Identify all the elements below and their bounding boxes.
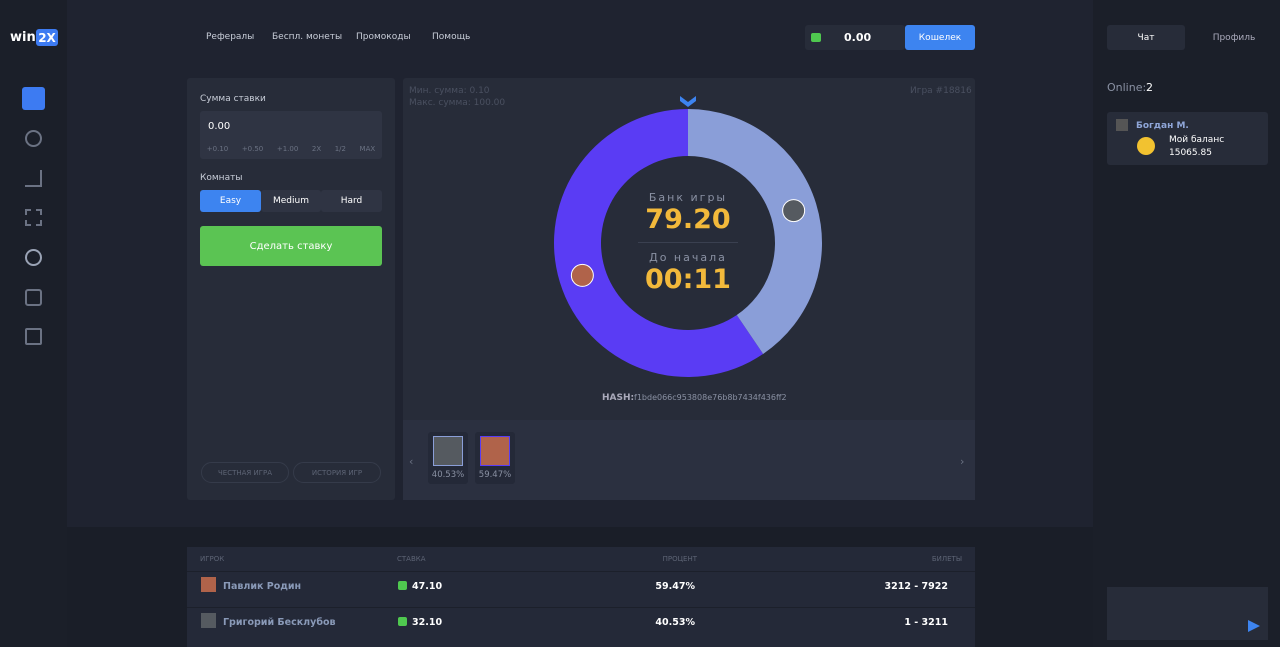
- donut-segment: [554, 109, 764, 377]
- row-divider: [187, 607, 975, 608]
- user-card: [1107, 112, 1268, 165]
- tickets: 3212 - 7922: [884, 581, 948, 592]
- player-share: 59.47%: [478, 470, 512, 480]
- logo-badge[interactable]: 2X: [36, 29, 58, 46]
- amount-input-box[interactable]: [200, 111, 382, 159]
- room-button[interactable]: Medium: [261, 190, 321, 212]
- hash-label: HASH:: [602, 393, 635, 403]
- quick-button[interactable]: 1/2: [334, 145, 346, 153]
- divider: [638, 242, 738, 243]
- row-divider: [187, 571, 975, 572]
- bet-amount: 32.10: [412, 617, 443, 628]
- logo-text[interactable]: win: [10, 30, 36, 45]
- min-bet: Мин. сумма: 0.10: [409, 86, 490, 96]
- rooms-label: Комнаты: [200, 173, 243, 183]
- user-name[interactable]: Богдан М.: [1136, 121, 1189, 131]
- game-icon[interactable]: [25, 328, 42, 345]
- player-avatar: [480, 436, 510, 466]
- balance-box: [805, 25, 905, 50]
- amount-input[interactable]: 0.00: [208, 121, 231, 132]
- user-balance: 15065.85: [1169, 148, 1212, 158]
- pointer: [680, 96, 696, 107]
- player-card: 40.53%: [428, 432, 468, 484]
- send-button[interactable]: [1248, 620, 1260, 632]
- players-list: 40.53% 59.47%: [428, 432, 515, 484]
- game-icon[interactable]: [25, 209, 42, 226]
- max-bet: Макс. сумма: 100.00: [409, 98, 506, 108]
- tickets: 1 - 3211: [904, 617, 948, 628]
- bet-amount: 47.10: [412, 581, 443, 592]
- coin-icon: [811, 33, 821, 42]
- game-icon[interactable]: [22, 87, 45, 110]
- game-icon[interactable]: [25, 170, 42, 187]
- bank-value: 79.20: [645, 204, 731, 235]
- player-avatar: [433, 436, 463, 466]
- fair-game-link[interactable]: ЧЕСТНАЯ ИГРА: [201, 462, 289, 483]
- row-avatar: [201, 577, 216, 592]
- quick-button[interactable]: +0.10: [206, 145, 229, 153]
- timer-value: 00:11: [645, 264, 731, 295]
- coin-icon: [1137, 137, 1155, 155]
- balance-amount: 0.00: [844, 31, 872, 44]
- online-label: Online:: [1107, 81, 1147, 94]
- balance-label: Мой баланс: [1169, 135, 1225, 145]
- arrow-left[interactable]: ‹: [409, 455, 414, 468]
- game-icon[interactable]: [25, 130, 42, 147]
- chat-tab[interactable]: Чат: [1107, 25, 1185, 50]
- arrow-right[interactable]: ›: [960, 455, 965, 468]
- game-icon[interactable]: [25, 289, 42, 306]
- percent: 59.47%: [655, 581, 695, 592]
- hash-value: f1bde066c953808e76b8b7434f436ff2: [634, 393, 787, 402]
- quick-button[interactable]: +1.00: [276, 145, 299, 153]
- nav-link[interactable]: Промокоды: [356, 32, 411, 42]
- player-card: 59.47%: [475, 432, 515, 484]
- coin-icon: [398, 617, 407, 626]
- game-id: Игра #18816: [910, 86, 972, 96]
- player-name: Григорий Бесклубов: [223, 617, 336, 628]
- percent: 40.53%: [655, 617, 695, 628]
- donut-segment: [688, 109, 822, 354]
- amount-label: Сумма ставки: [200, 94, 266, 104]
- coin-icon: [398, 581, 407, 590]
- room-button[interactable]: Easy: [200, 190, 261, 212]
- player-avatar: [782, 199, 806, 223]
- room-button[interactable]: Hard: [321, 190, 382, 212]
- donut-hole: [601, 156, 775, 330]
- game-icon[interactable]: [25, 249, 42, 266]
- online-count: 2: [1146, 81, 1153, 94]
- nav-link[interactable]: Беспл. монеты: [272, 32, 343, 42]
- donut-chart: [554, 96, 822, 377]
- profile-tab[interactable]: Профиль: [1212, 32, 1256, 43]
- nav-link[interactable]: Рефералы: [206, 32, 255, 42]
- table-header: СТАВКА: [397, 555, 426, 563]
- player-name: Павлик Родин: [223, 581, 302, 592]
- wallet-button[interactable]: Кошелек: [905, 25, 975, 50]
- timer-label: До начала: [649, 251, 727, 264]
- table-header: ИГРОК: [200, 555, 225, 563]
- row-avatar: [201, 613, 216, 628]
- quick-buttons: +0.10 +0.50 +1.00 2X 1/2 MAX: [200, 145, 382, 153]
- player-share: 40.53%: [431, 470, 465, 480]
- place-bet-button[interactable]: Сделать ставку: [200, 226, 382, 266]
- nav-link[interactable]: Помощь: [432, 32, 471, 42]
- right-sidebar: [1093, 0, 1280, 647]
- quick-button[interactable]: 2X: [311, 145, 322, 153]
- table-header: ПРОЦЕНТ: [662, 555, 697, 563]
- bank-label: Банк игры: [648, 191, 728, 204]
- quick-button[interactable]: +0.50: [241, 145, 264, 153]
- user-avatar: [1116, 119, 1128, 131]
- quick-button[interactable]: MAX: [359, 145, 376, 153]
- player-avatar: [570, 263, 594, 287]
- table-header: БИЛЕТЫ: [931, 555, 962, 563]
- chat-input[interactable]: [1107, 587, 1268, 640]
- bets-table: ИГРОК СТАВКА ПРОЦЕНТ БИЛЕТЫ Павлик Родин 47.1…: [187, 547, 975, 647]
- history-link[interactable]: ИСТОРИЯ ИГР: [293, 462, 381, 483]
